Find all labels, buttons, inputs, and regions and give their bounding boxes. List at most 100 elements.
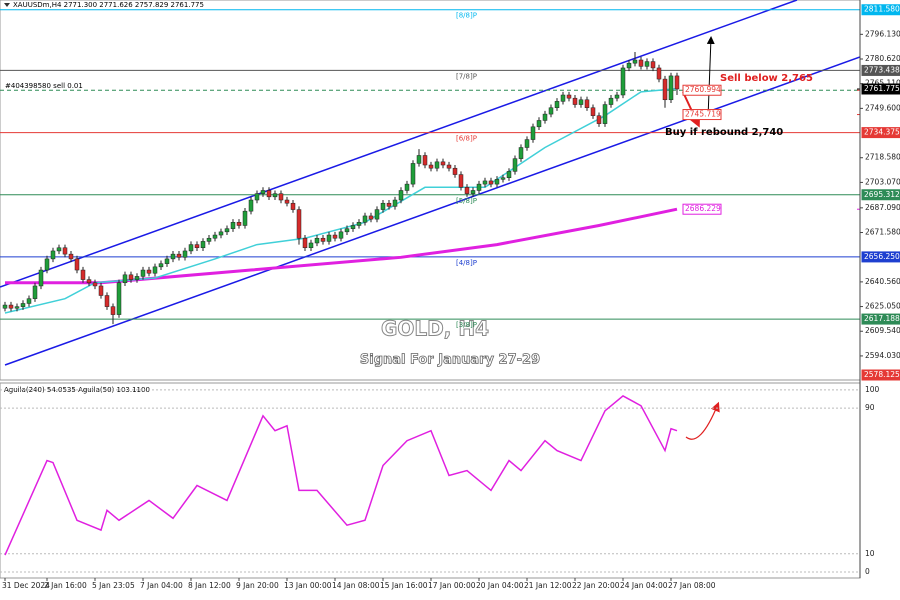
level-label-box <box>861 4 900 16</box>
candle-body <box>548 107 554 115</box>
candle-body <box>488 180 494 185</box>
indicator-line <box>4 395 678 556</box>
candle-body <box>422 155 428 166</box>
candle-body <box>434 161 440 169</box>
candle-body <box>206 237 212 242</box>
candle-body <box>272 193 278 198</box>
candle-body <box>482 180 488 185</box>
candle-body <box>134 276 140 280</box>
candle-body <box>170 253 176 260</box>
candle-body <box>110 306 116 315</box>
level-label: 2695.312 <box>864 190 900 199</box>
candle-body <box>332 234 338 239</box>
price-tag: 2760.994 <box>685 85 721 94</box>
y-tick-label: 2718.580 <box>865 153 900 162</box>
candle-body <box>464 187 470 194</box>
candle-body <box>176 253 182 258</box>
candle-body <box>92 282 98 287</box>
candle-body <box>452 167 458 175</box>
candle-body <box>380 202 386 210</box>
candle-body <box>428 164 434 169</box>
candle-body <box>410 163 416 185</box>
x-tick-label: 17 Jan 00:00 <box>428 581 476 590</box>
candle-body <box>326 234 332 242</box>
moving-average <box>4 87 678 314</box>
candle-body <box>122 274 128 284</box>
x-tick-label: 8 Jan 12:00 <box>188 581 231 590</box>
candle-body <box>14 306 20 309</box>
candle-body <box>470 190 476 194</box>
candle-body <box>572 97 578 105</box>
y-tick-label: 2594.030 <box>865 351 900 360</box>
candle-body <box>116 282 122 315</box>
candle-body <box>284 199 290 204</box>
candle-body <box>644 61 650 67</box>
candle-body <box>218 231 224 236</box>
candle-body <box>38 269 44 287</box>
level-label: 2773.438 <box>864 65 900 74</box>
candle-body <box>518 147 524 159</box>
channel-upper <box>0 0 798 288</box>
candle-body <box>338 231 344 239</box>
indicator-panel <box>0 382 861 579</box>
level-label: 2617.188 <box>864 314 900 323</box>
candle-body <box>86 279 92 284</box>
x-tick-label: 27 Jan 08:00 <box>668 581 716 590</box>
buy-annotation: Buy if rebound 2,740 <box>665 127 783 138</box>
candle-body <box>248 199 254 212</box>
sell-annotation: Sell below 2,765 <box>720 73 813 84</box>
candle-body <box>662 78 668 101</box>
indicator-tick-label: 90 <box>865 403 875 412</box>
candle-body <box>356 222 362 226</box>
candle-body <box>188 244 194 252</box>
candle-body <box>608 97 614 105</box>
order-label: #404398580 sell 0.01 <box>5 82 83 90</box>
candle-body <box>164 258 170 264</box>
candle-body <box>20 303 26 307</box>
x-tick-label: 9 Jan 20:00 <box>236 581 279 590</box>
candle-body <box>440 161 446 166</box>
candle-body <box>308 242 314 249</box>
candle-body <box>674 75 680 90</box>
candle-body <box>614 94 620 99</box>
candle-body <box>140 269 146 277</box>
candle-body <box>2 304 8 309</box>
candle-body <box>368 215 374 220</box>
price-tag: 2745.719 <box>685 110 721 119</box>
candle-body <box>404 183 410 191</box>
candle-body <box>512 158 518 172</box>
y-tick-label: 2703.070 <box>865 177 900 186</box>
x-tick-label: 24 Jan 04:00 <box>620 581 668 590</box>
candle-body <box>602 104 608 124</box>
y-tick-label: 2780.620 <box>865 54 900 63</box>
candle-body <box>536 120 542 128</box>
candle-body <box>260 190 266 194</box>
candle-body <box>584 99 590 108</box>
candle-body <box>224 228 230 233</box>
candle-body <box>386 202 392 207</box>
x-tick-label: 15 Jan 16:00 <box>380 581 428 590</box>
candle-body <box>494 179 500 185</box>
up-arrow <box>706 36 715 119</box>
level-label: 2811.580 <box>864 5 900 14</box>
candle-body <box>362 215 368 223</box>
indicator-arrow <box>685 401 720 440</box>
level-label-box <box>861 189 900 201</box>
candle-body <box>320 237 326 242</box>
candle-body <box>524 139 530 148</box>
candle-body <box>290 202 296 210</box>
candle-body <box>620 67 626 96</box>
price-tag: 2761.775 <box>864 84 900 93</box>
candle-body <box>416 155 422 164</box>
candle-body <box>542 113 548 121</box>
candle-body <box>8 304 14 309</box>
candle-body <box>254 193 260 201</box>
symbol-header: XAUUSDm,H4 2771.300 2771.626 2757.829 27… <box>13 1 204 9</box>
price-tag-box <box>861 83 900 95</box>
x-tick-label: 5 Jan 23:05 <box>92 581 135 590</box>
x-tick-label: 22 Jan 20:00 <box>572 581 620 590</box>
x-tick-label: 14 Jan 08:00 <box>332 581 380 590</box>
candle-body <box>56 247 62 252</box>
x-tick-label: 13 Jan 00:00 <box>284 581 332 590</box>
candle-body <box>98 285 104 296</box>
